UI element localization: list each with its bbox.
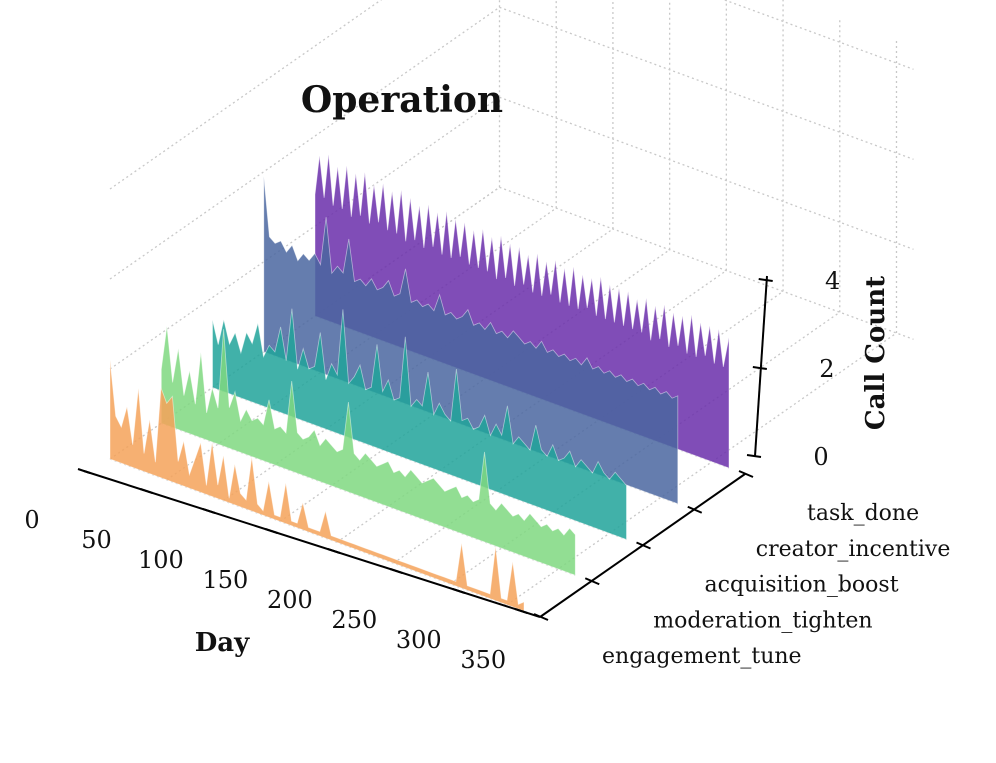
gridline-back-horizontal [499,96,914,250]
z-tick-label: 4 [825,267,840,295]
chart-title: Operation [301,79,503,121]
series-layer [109,154,730,612]
x-tick-label: 100 [138,546,184,574]
series-tick-label: task_done [807,501,919,526]
gridline-back-horizontal [722,0,914,70]
x-axis-label: Day [195,628,250,658]
x-tick-label: 300 [396,626,442,654]
x-tick-mark [390,568,403,574]
gridline-back-horizontal [499,186,914,340]
gridline-floor [506,332,897,606]
z-tick-mark [758,278,773,282]
series-tick-label: creator_incentive [756,537,951,562]
z-tick-label: 2 [819,355,834,383]
gridline-side [109,6,500,280]
series-tick-mark [636,541,651,550]
series-tick-mark [687,505,703,514]
x-tick-mark [452,588,466,594]
series-tick-mark [584,577,600,586]
gridline-floor [336,270,727,543]
x-tick-mark [327,548,341,554]
gridline-side [109,96,500,370]
z-axis-label: Call Count [861,276,891,430]
gridline-back-horizontal [499,6,914,160]
series-tick-label: acquisition_boost [705,573,899,598]
x-tick-label: 350 [460,646,506,674]
x-tick-label: 150 [202,566,248,594]
x-tick-label: 250 [331,606,377,634]
gridline-floor [279,249,671,522]
z-tick-mark [752,366,767,370]
series-area-acquisition-boost [212,308,627,541]
series-area-moderation-tighten [160,326,576,576]
x-tick-mark [514,608,528,614]
series-area-engagement-tune [109,359,525,612]
series-tick-label: moderation_tighten [653,608,872,633]
x-tick-label: 200 [267,586,313,614]
series-tick-mark [738,470,754,478]
x-tick-label: 50 [81,526,112,554]
chart-axes: 0 50 100 150 200 250 300 350 engagement_tune mode… [24,267,950,674]
z-tick-label: 0 [813,443,828,471]
series-tick-mark [533,613,549,621]
x-tick-mark [77,468,91,474]
series-area-creator-incentive [263,176,679,505]
z-axis-line [754,275,768,457]
x-tick-label: 0 [24,506,39,534]
x-tick-mark [265,528,278,534]
series-tick-label: engagement_tune [602,644,802,669]
gridline-floor [449,311,841,585]
x-tick-mark [140,488,153,494]
z-tick-mark [746,454,762,458]
x-tick-mark [202,508,216,514]
